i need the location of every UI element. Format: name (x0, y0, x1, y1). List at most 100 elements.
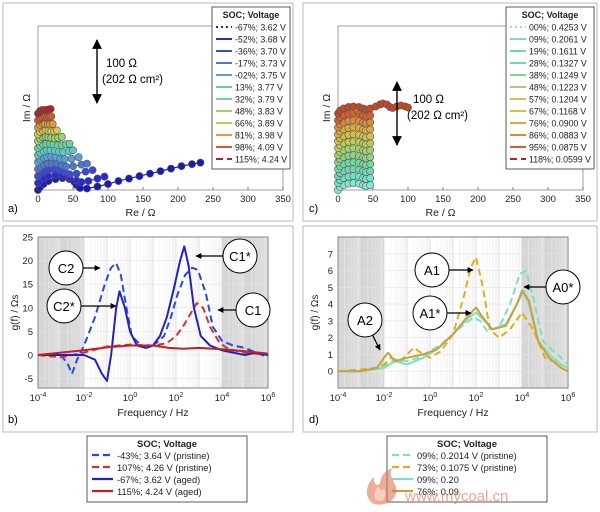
x-tick-label: 100 (400, 194, 416, 205)
drt-series-3 (37, 344, 269, 356)
peak-annotation: A0* (523, 269, 581, 305)
legend: SOC; Voltage 00%; 0.4253 V 09%; 0.2061 V 19… (505, 6, 595, 170)
legend-label: -17%; 3.73 V (235, 59, 286, 69)
x-tick-base: 10 (123, 393, 134, 404)
legend-label: -67%; 3.62 V (aged) (117, 475, 200, 485)
legend-label: 48%; 3.83 V (235, 107, 283, 117)
data-point (84, 177, 93, 185)
x-tick-base: 10 (376, 393, 387, 404)
nyquist-series-0 (334, 179, 375, 194)
data-point (53, 126, 61, 135)
nyquist-series-3 (334, 158, 375, 174)
legend-box (386, 435, 548, 503)
nyquist-series-8 (334, 123, 375, 139)
peak-annotation: C1* (195, 238, 258, 274)
nyquist-chart-cathode: 0 50 100 150 200 250 300 350 Re / Ω Im / Ω SOC; Vo… (21, 6, 291, 219)
x-tick-label: 102 (469, 392, 484, 404)
legend-title: SOC; Voltage (223, 10, 280, 20)
x-tick-label: 0 (335, 194, 340, 205)
y-tick-label: -5 (25, 374, 33, 385)
legend-label: 118%; 0.0599 V (529, 155, 591, 165)
x-tick-base: 10 (561, 393, 572, 404)
x-tick-exponent: -4 (340, 392, 346, 399)
data-point (125, 174, 133, 183)
y-tick-label: 2 (328, 333, 333, 344)
legend-label: 28%; 0.1327 V (529, 59, 587, 69)
data-point (93, 182, 102, 191)
annotation-circle (414, 252, 450, 288)
legend-label: -52%; 3.68 V (235, 35, 286, 45)
data-point (93, 174, 102, 183)
data-point (47, 112, 56, 121)
y-axis-label: Im / Ω (21, 94, 33, 122)
nyquist-series-10 (334, 109, 375, 125)
nyquist-series-4 (334, 151, 375, 167)
legend-label: -43%; 3.64 V (pristine) (117, 451, 210, 461)
x-tick-label: 100 (123, 392, 138, 404)
x-tick-exponent: 2 (479, 392, 483, 399)
legend-label: 76%; 0.09 (417, 487, 459, 497)
nyquist-series-7 (34, 132, 66, 146)
x-tick-exponent: 2 (179, 392, 183, 399)
x-tick-label: 102 (169, 392, 184, 404)
data-point (83, 184, 91, 193)
y-tick-label: 25 (22, 233, 33, 244)
x-tick-exponent: 6 (271, 392, 275, 399)
panel-d-frame (302, 225, 598, 433)
legend-label: 107%; 4.26 V (pristine) (117, 463, 212, 473)
data-point (104, 180, 112, 188)
annotation-circle (235, 292, 271, 328)
data-point (77, 178, 86, 186)
legend-label: 09%; 0.20 (417, 475, 459, 485)
x-axis-label: Frequency / Hz (117, 407, 188, 419)
legend-label: 73%; 0.1075 V (pristine) (417, 463, 517, 473)
peak-annotation: A1* (412, 295, 472, 331)
data-point (88, 166, 97, 175)
legend-cathode-drt: SOC; Voltage-43%; 3.64 V (pristine) 107%;… (86, 435, 248, 503)
annotation-label: C2 (58, 261, 75, 276)
nyquist-series-9 (334, 116, 375, 132)
data-point (48, 120, 57, 128)
legend-label: -02%; 3.75 V (235, 71, 286, 81)
legend-label: 13%; 3.77 V (235, 83, 283, 93)
data-point (65, 139, 74, 148)
y-tick-label: 15 (22, 280, 33, 291)
x-tick-base: 10 (169, 393, 180, 404)
data-point (135, 172, 144, 180)
y-axis-label: g(f) / Ωs (10, 295, 21, 331)
panel-label-a: a) (8, 203, 18, 215)
scale-bar-ohms: 100 Ω (106, 58, 137, 70)
x-tick-base: 10 (76, 393, 87, 404)
annotation-label: C1 (245, 303, 262, 318)
legend-label: 00%; 0.4253 V (529, 23, 587, 33)
x-tick-exponent: 4 (225, 392, 229, 399)
peak-annotation: C2* (46, 288, 117, 324)
panel-b-frame (2, 225, 294, 433)
nyquist-series-6 (334, 137, 375, 153)
x-axis-label: Re / Ω (425, 207, 455, 219)
nyquist-series-4 (34, 152, 83, 167)
scale-bar-a: 100 Ω (202 Ω cm²) (92, 39, 163, 104)
x-tick-label: 10-4 (30, 392, 47, 404)
annotation-label: A1* (420, 306, 441, 321)
y-tick-label: 0 (328, 367, 333, 378)
scale-bar-area-specific: (202 Ω cm²) (102, 74, 163, 86)
x-axis-label: Re / Ω (125, 207, 155, 219)
annotation-circle (222, 238, 258, 274)
data-point (46, 105, 55, 113)
x-tick-label: 100 (100, 194, 116, 205)
panel-c-frame (302, 2, 598, 222)
legend-label: 98%; 4.09 V (235, 143, 283, 153)
annotation-circle (545, 269, 581, 305)
x-tick-label: 104 (515, 392, 530, 404)
x-tick-base: 10 (469, 393, 480, 404)
x-tick-label: 200 (470, 194, 486, 205)
data-point (100, 172, 109, 181)
y-tick-label: 4 (328, 300, 333, 311)
data-point (81, 167, 90, 176)
legend-label: 115%; 4.24 V (235, 155, 287, 165)
data-point (65, 170, 74, 178)
legend-label: 09%; 0.2061 V (529, 35, 587, 45)
x-tick-label: 106 (561, 392, 576, 404)
